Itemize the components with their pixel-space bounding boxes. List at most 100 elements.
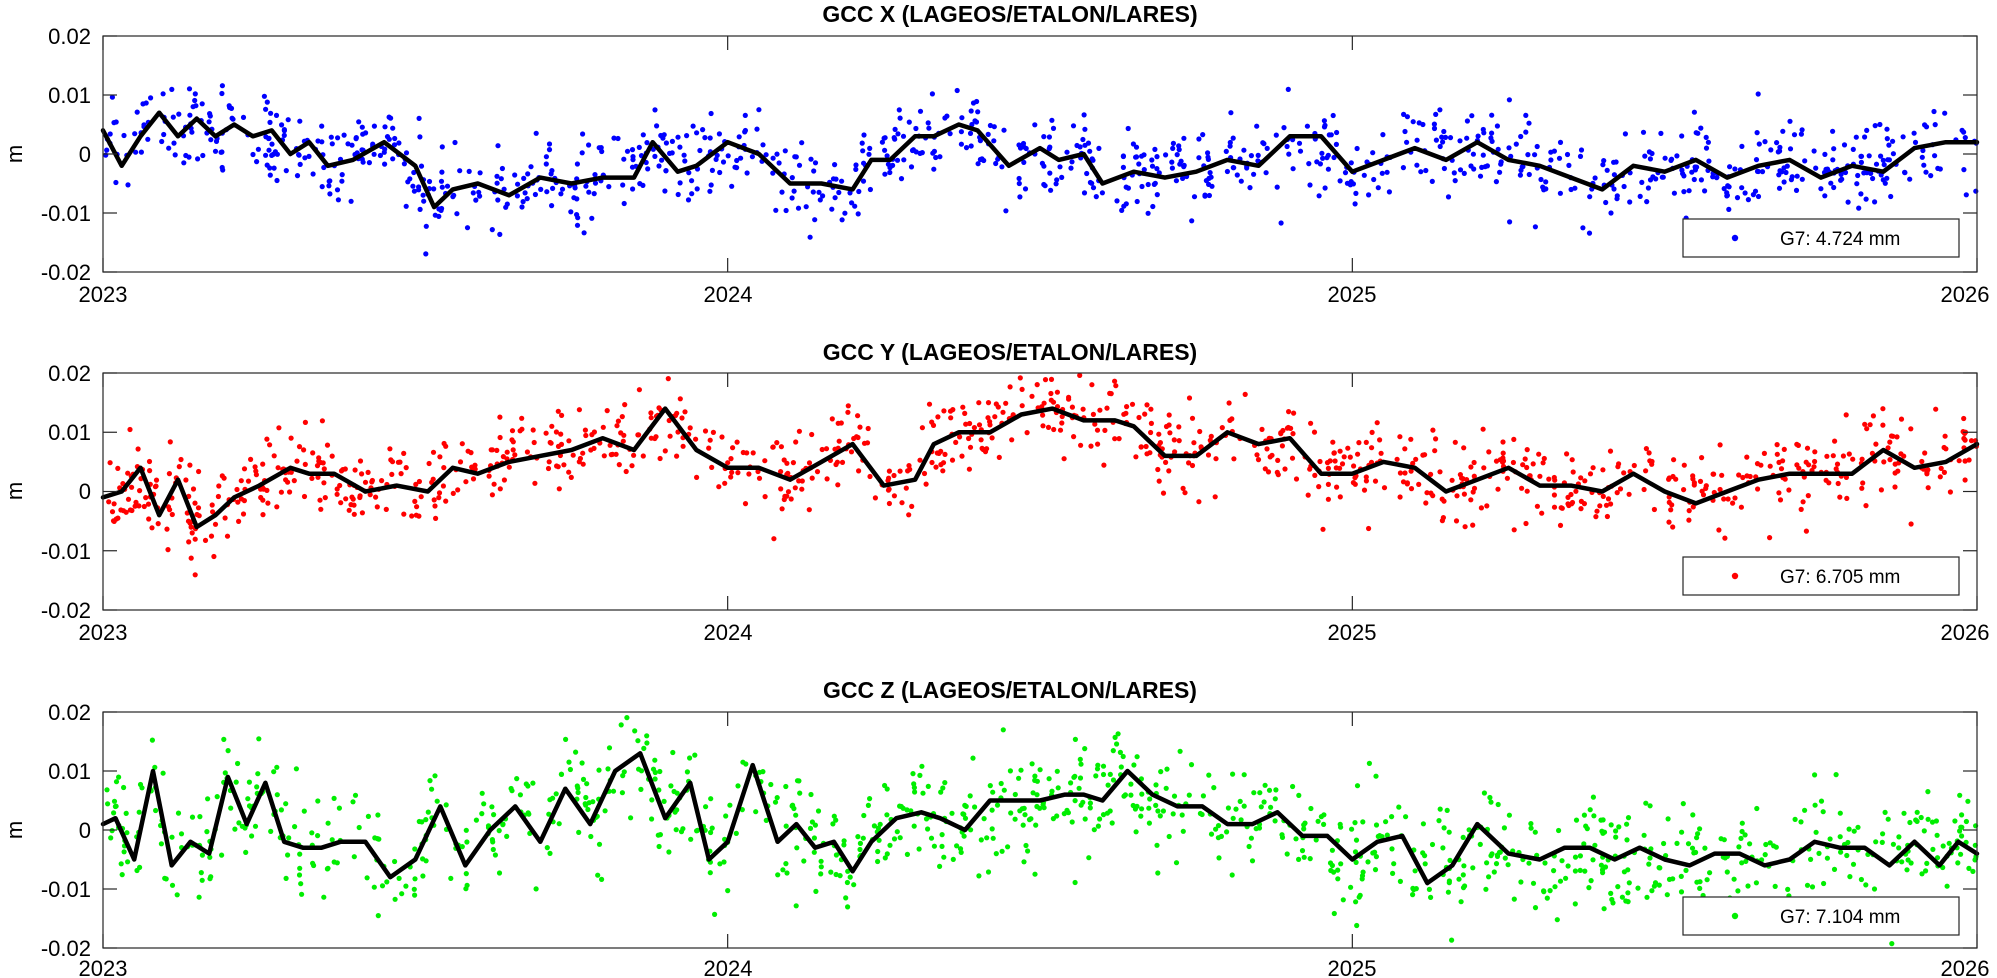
data-point: [1334, 484, 1340, 490]
data-point: [1617, 486, 1624, 492]
data-point: [207, 111, 213, 117]
data-point: [1258, 804, 1264, 810]
data-point: [147, 468, 153, 474]
data-point: [1726, 206, 1732, 212]
data-point: [913, 149, 919, 155]
data-point: [583, 183, 589, 189]
data-point: [1154, 842, 1160, 848]
data-point: [1284, 851, 1290, 857]
data-point: [1191, 440, 1197, 446]
data-point: [310, 171, 316, 177]
data-point: [1504, 475, 1510, 481]
data-point: [574, 783, 580, 789]
data-point: [1138, 813, 1144, 819]
data-point: [356, 824, 362, 831]
data-point: [1291, 410, 1297, 416]
data-point: [789, 803, 795, 809]
data-point: [610, 788, 617, 794]
data-point: [1830, 157, 1836, 163]
data-point: [934, 450, 940, 456]
data-point: [1016, 775, 1022, 781]
data-point: [839, 459, 846, 465]
data-point: [942, 451, 948, 457]
data-point: [1838, 171, 1844, 177]
data-point: [1590, 465, 1596, 471]
data-point: [1361, 172, 1367, 178]
data-point: [1881, 459, 1887, 465]
data-point: [1224, 168, 1230, 175]
data-point: [1353, 859, 1359, 866]
data-point: [900, 133, 907, 139]
data-point: [1112, 734, 1118, 741]
data-point: [285, 479, 291, 485]
data-point: [374, 504, 380, 510]
data-point: [1859, 456, 1865, 462]
data-point: [1418, 169, 1424, 175]
data-point: [432, 773, 438, 779]
data-point: [200, 152, 206, 159]
data-point: [297, 851, 303, 857]
data-point: [558, 771, 565, 777]
data-point: [501, 477, 507, 483]
data-point: [555, 443, 562, 449]
data-point: [1588, 878, 1594, 884]
data-point: [1544, 895, 1550, 901]
data-point: [1133, 154, 1140, 160]
data-point: [620, 182, 626, 188]
data-point: [713, 156, 719, 162]
data-point: [1400, 165, 1406, 171]
data-point: [1543, 186, 1549, 192]
data-point: [663, 168, 669, 174]
data-point: [860, 835, 866, 841]
data-point: [1313, 837, 1319, 843]
data-point: [1700, 492, 1707, 498]
data-point: [1180, 485, 1186, 491]
data-point: [785, 489, 792, 495]
data-point: [359, 124, 365, 130]
data-point: [1955, 860, 1961, 866]
data-point: [638, 786, 644, 793]
data-point: [1149, 157, 1155, 163]
data-point: [1352, 481, 1358, 487]
data-point: [719, 434, 725, 440]
data-point: [589, 215, 595, 221]
data-point: [1301, 826, 1307, 832]
data-point: [1721, 496, 1727, 502]
data-point: [545, 465, 552, 472]
data-point: [1046, 776, 1052, 782]
data-point: [611, 135, 617, 141]
data-point: [309, 475, 315, 481]
data-point: [463, 871, 469, 877]
data-point: [554, 463, 560, 469]
data-point: [1128, 792, 1134, 798]
data-point: [728, 456, 734, 462]
data-point: [1681, 189, 1687, 195]
data-point: [970, 755, 976, 761]
data-point: [1211, 785, 1217, 791]
data-point: [1477, 841, 1483, 848]
data-point: [401, 511, 407, 517]
data-point: [648, 415, 654, 421]
data-point: [1870, 413, 1876, 419]
data-point: [1763, 841, 1769, 848]
data-point: [519, 415, 525, 421]
data-point: [329, 837, 335, 843]
data-point: [1928, 173, 1934, 179]
data-point: [1141, 152, 1147, 158]
data-point: [379, 883, 386, 889]
data-point: [208, 137, 214, 143]
data-point: [266, 147, 272, 153]
data-point: [1601, 158, 1607, 164]
data-point: [434, 798, 440, 804]
data-point: [210, 509, 216, 515]
data-point: [1247, 185, 1253, 191]
data-point: [1543, 179, 1549, 185]
data-point: [1727, 164, 1733, 170]
data-point: [292, 824, 298, 830]
data-point: [891, 836, 898, 842]
data-point: [271, 453, 277, 459]
data-point: [1690, 504, 1696, 510]
data-point: [159, 138, 165, 145]
data-point: [1506, 812, 1512, 818]
data-point: [572, 185, 578, 191]
